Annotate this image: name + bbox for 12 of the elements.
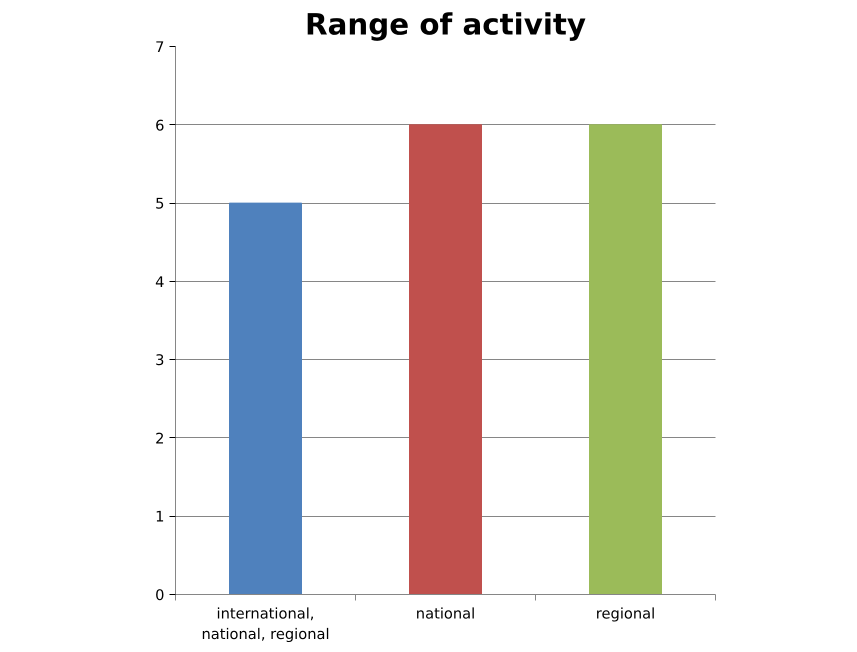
y-tick-label: 7 [155, 39, 165, 56]
y-tick-label: 3 [155, 352, 165, 370]
x-tick-label: regional [596, 606, 656, 622]
x-tick-label: national [416, 606, 476, 622]
y-tick-label: 4 [155, 274, 165, 291]
y-tick-label: 0 [155, 587, 165, 604]
y-tick-label: 1 [155, 508, 165, 526]
y-tick-label: 6 [155, 117, 165, 134]
y-tick-label: 5 [155, 196, 165, 213]
y-tick-label: 2 [155, 430, 165, 448]
x-tick-label: international, national, regional [201, 606, 330, 643]
chart-title: Range of activity [304, 8, 586, 42]
